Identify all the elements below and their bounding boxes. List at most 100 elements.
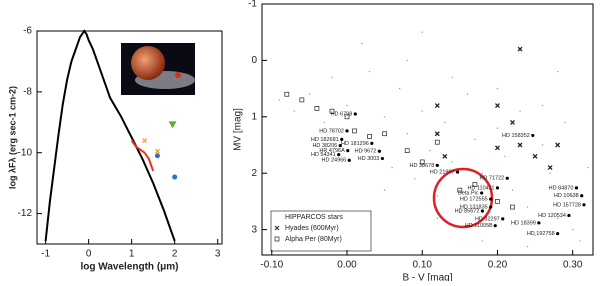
- star-label: Beta Pic: [458, 190, 479, 196]
- star-label: HD 3003: [358, 156, 380, 162]
- point: [172, 174, 178, 180]
- star-dot: [519, 110, 521, 112]
- square-marker: [329, 108, 335, 114]
- star-label: HD 38206: [312, 143, 337, 149]
- inset-image: [121, 43, 195, 95]
- legend-label: Hyades (600Myr): [285, 225, 339, 232]
- star-dot: [421, 31, 423, 33]
- star-dot: [406, 59, 408, 62]
- star-dot: [406, 133, 408, 135]
- disk-star: [377, 149, 381, 153]
- star-dot: [451, 76, 454, 79]
- x-tick-label: 3: [215, 249, 221, 260]
- star-label: HD 10638: [554, 193, 579, 199]
- square-marker: [314, 105, 320, 111]
- star-dot: [571, 228, 574, 231]
- legend-marker: [274, 225, 280, 231]
- star-label: HD 182681: [311, 137, 339, 143]
- star-dot: [308, 93, 311, 95]
- legend-label: HIPPARCOS stars: [285, 214, 343, 221]
- y-tick-label: 2: [251, 168, 257, 179]
- disk-star: [346, 149, 350, 153]
- star-dot: [421, 110, 423, 112]
- x-marker: [434, 103, 440, 108]
- star-dot: [278, 99, 281, 101]
- y-axis-label: log λFλ (erg sec-1 cm-2): [7, 86, 17, 189]
- x-marker: [510, 119, 515, 125]
- x-tick-label: 0.20: [488, 260, 508, 271]
- star-dot: [293, 110, 296, 112]
- star-dot: [414, 178, 416, 180]
- disk-star: [505, 176, 509, 180]
- star-dot: [391, 166, 393, 169]
- disk-star: [435, 163, 439, 167]
- square-marker: [419, 159, 425, 165]
- data-line: [44, 29, 176, 242]
- disk-star: [337, 153, 341, 157]
- star-dot: [481, 172, 484, 174]
- star-label: HD 192758: [527, 231, 555, 237]
- x-marker: [495, 103, 500, 108]
- square-marker: [299, 97, 305, 103]
- x-marker: [155, 148, 160, 154]
- x-axis-label: log Wavelength (μm): [81, 262, 179, 273]
- star-dot: [361, 149, 363, 152]
- star-dot: [549, 172, 551, 174]
- left-frame: [36, 30, 223, 245]
- star-dot: [511, 189, 514, 191]
- y-axis-label: MV [mag]: [233, 108, 244, 151]
- upper-limit: [168, 121, 177, 129]
- disk-star: [480, 209, 485, 213]
- data-line: [130, 139, 155, 172]
- x-marker: [547, 165, 553, 171]
- star-dot: [429, 149, 431, 152]
- legend-box: [270, 210, 372, 252]
- disk-star: [580, 194, 584, 198]
- square-marker: [472, 182, 478, 187]
- star-label: HD 120534: [538, 213, 566, 219]
- star-dot: [534, 234, 536, 236]
- square-marker: [495, 199, 500, 204]
- star-dot: [436, 195, 438, 197]
- star-label: HD 54341: [311, 152, 336, 158]
- disk-star: [340, 137, 344, 141]
- disk-star: [489, 205, 493, 209]
- square-marker: [284, 91, 290, 97]
- highlight-circle: [432, 167, 494, 229]
- star-label: HD 9672: [355, 149, 377, 155]
- star-label: HD 181296: [341, 141, 369, 147]
- x-marker: [142, 138, 148, 144]
- disk-star: [493, 224, 497, 228]
- y-tick-label: -10: [18, 147, 33, 158]
- star-dot: [587, 166, 589, 169]
- y-tick-label: -6: [23, 26, 32, 37]
- disk-star: [537, 221, 541, 225]
- star-dot: [368, 70, 371, 73]
- disk-star: [501, 217, 505, 221]
- star-dot: [459, 211, 461, 214]
- x-marker: [442, 153, 448, 159]
- star-dot: [541, 144, 544, 146]
- y-tick-label: -1: [248, 0, 257, 10]
- square-marker: [510, 204, 515, 210]
- star-dot: [383, 116, 386, 118]
- disk-star: [353, 112, 357, 116]
- star-label: HD 21997: [430, 170, 455, 176]
- star-dot: [556, 217, 559, 220]
- star-label: HD 110058: [465, 223, 492, 229]
- x-marker: [532, 153, 538, 159]
- star-dot: [331, 76, 333, 79]
- disk-star: [347, 158, 351, 162]
- x-tick-label: 1: [129, 249, 135, 260]
- square-marker: [367, 134, 372, 139]
- y-tick-label: -8: [23, 86, 32, 97]
- disk-star: [495, 186, 500, 190]
- y-tick-label: -12: [18, 208, 33, 219]
- x-axis-label: B - V [mag]: [402, 273, 452, 281]
- star-dot: [444, 121, 446, 124]
- star-dot: [361, 42, 363, 45]
- star-label: HD 71722: [479, 176, 504, 182]
- star-dot: [564, 121, 566, 124]
- x-tick-label: -0.10: [260, 260, 283, 271]
